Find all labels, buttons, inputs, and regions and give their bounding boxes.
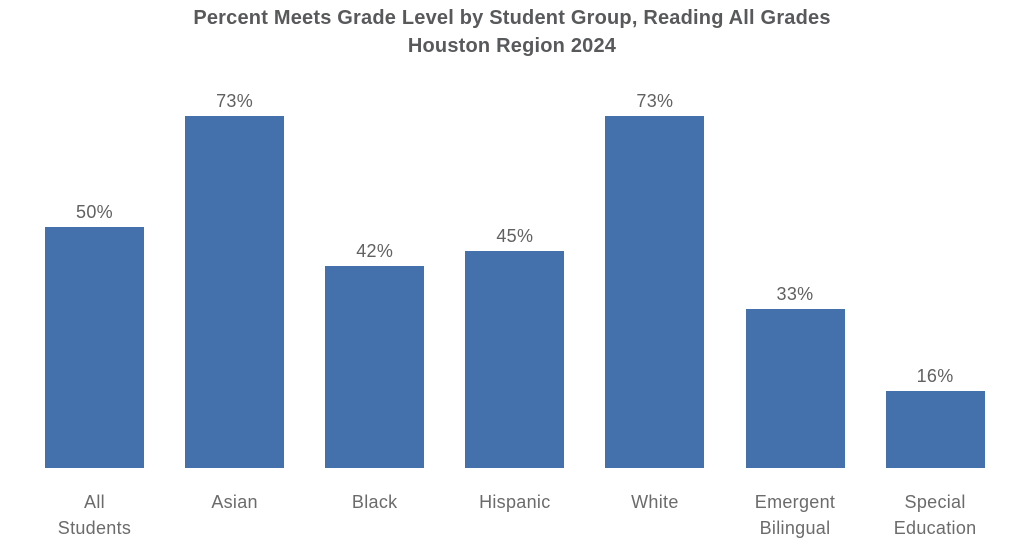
category-label: Special Education xyxy=(893,492,977,538)
category-label: Emergent Bilingual xyxy=(754,492,836,538)
bar xyxy=(185,116,285,468)
category-label: Asian xyxy=(211,492,258,512)
bar xyxy=(45,227,144,468)
category-label: White xyxy=(631,492,679,512)
chart-title: Percent Meets Grade Level by Student Gro… xyxy=(0,4,1024,60)
bar-value-label: 50% xyxy=(76,202,113,222)
category-label: Black xyxy=(351,492,398,512)
chart-title-line1: Percent Meets Grade Level by Student Gro… xyxy=(193,7,831,29)
bar xyxy=(325,266,425,468)
bar-value-label: 33% xyxy=(776,284,814,304)
bar xyxy=(885,391,985,468)
bar-value-label: 45% xyxy=(496,226,534,246)
bar xyxy=(745,309,845,468)
bar-value-label: 73% xyxy=(636,91,674,111)
chart-title-line2: Houston Region 2024 xyxy=(407,35,617,57)
category-label: All Students xyxy=(57,492,132,538)
bar xyxy=(605,116,705,468)
bar-value-label: 42% xyxy=(356,241,394,261)
bar xyxy=(465,251,565,468)
bar-value-label: 16% xyxy=(916,366,954,386)
bar-value-label: 73% xyxy=(216,91,254,111)
category-label: Hispanic xyxy=(479,492,551,512)
